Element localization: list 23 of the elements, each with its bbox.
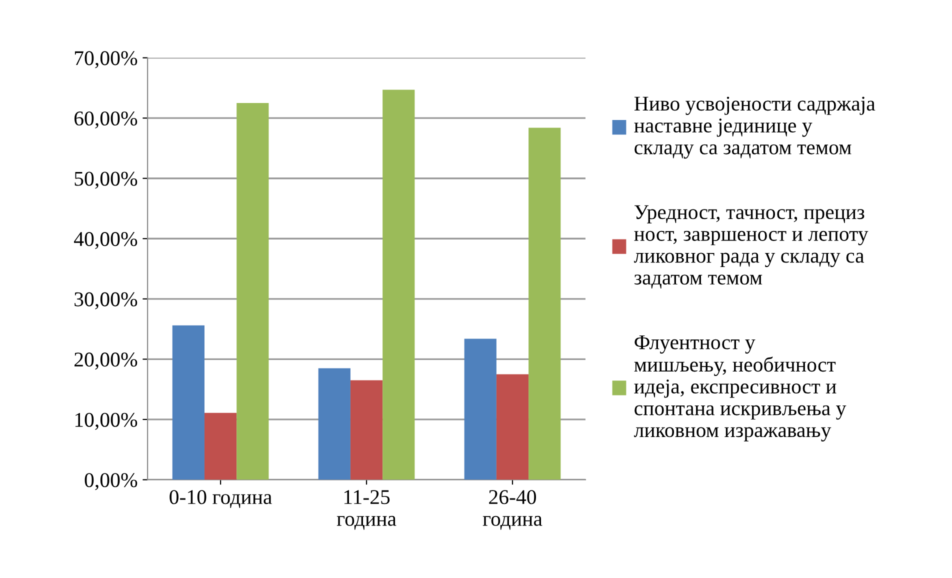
bar — [318, 368, 350, 480]
y-tick-label: 60,00% — [74, 111, 138, 129]
y-tick-label: 10,00% — [75, 412, 138, 430]
y-tick-label: 50,00% — [74, 172, 138, 189]
x-tick-label: 11-25 година — [336, 490, 396, 530]
bar — [496, 374, 529, 480]
bar — [528, 128, 561, 480]
x-tick-label: 0-10 година — [170, 490, 272, 508]
y-tick-label: 30,00% — [74, 292, 138, 310]
bar — [172, 325, 204, 480]
legend-label: Флуентност у мишљењу, необичност идеја, експресивност и спонтана искривљења у ликовном изражавању — [634, 335, 846, 442]
bar — [382, 90, 415, 480]
x-tick-label: 26-40 година — [482, 490, 542, 530]
y-tick-label: 40,00% — [74, 232, 138, 250]
bar — [464, 338, 496, 480]
y-tick-label: 0,00% — [84, 473, 138, 490]
bar — [350, 380, 383, 480]
legend-label: Уредност, тачност, прециз ност, завршеност и лепоту ликовног рада у складу са задатом темом — [634, 205, 868, 288]
y-tick-label: 20,00% — [74, 352, 138, 370]
bar — [236, 103, 269, 480]
bar — [204, 412, 237, 480]
legend-label: Ниво усвојености садржаја наставне јединице у складу са задатом темом — [634, 96, 876, 159]
y-tick-label: 70,00% — [74, 51, 138, 68]
